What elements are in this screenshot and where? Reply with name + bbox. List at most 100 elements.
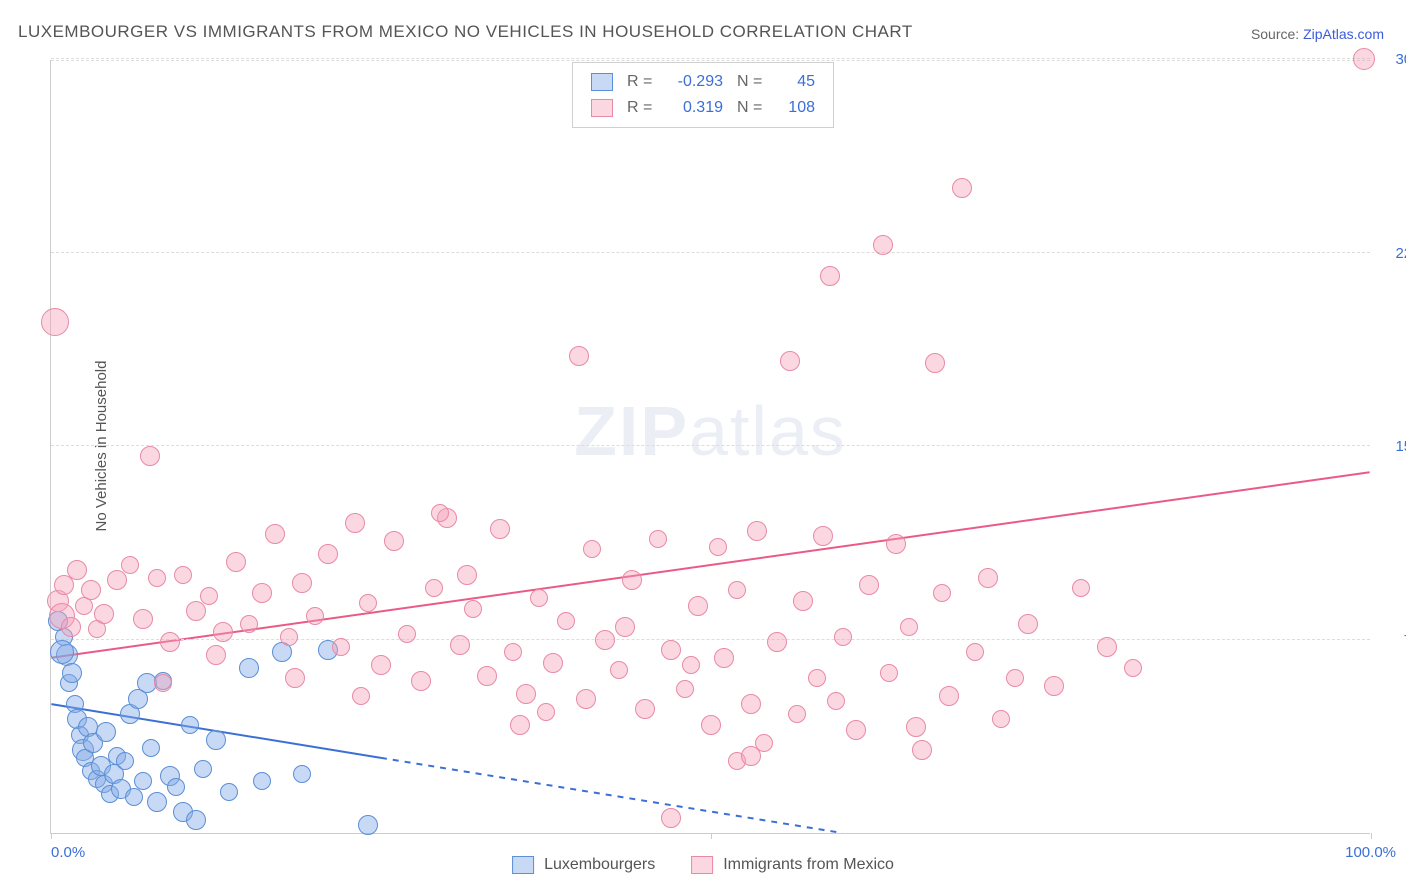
scatter-point	[504, 643, 522, 661]
r-label: R =	[627, 99, 653, 117]
series-swatch	[591, 73, 613, 91]
scatter-point	[306, 607, 324, 625]
scatter-point	[992, 710, 1010, 728]
scatter-point	[615, 617, 635, 637]
scatter-point	[116, 752, 134, 770]
scatter-point	[767, 632, 787, 652]
scatter-point	[622, 570, 642, 590]
y-tick-label: 30.0%	[1378, 51, 1406, 68]
scatter-point	[906, 717, 926, 737]
scatter-point	[154, 674, 172, 692]
stats-row: R = -0.293 N = 45	[591, 69, 815, 95]
gridline	[51, 639, 1370, 640]
scatter-point	[450, 635, 470, 655]
legend-item: Immigrants from Mexico	[691, 856, 894, 874]
scatter-point	[318, 544, 338, 564]
scatter-point	[728, 581, 746, 599]
scatter-point	[583, 540, 601, 558]
scatter-point	[147, 792, 167, 812]
scatter-point	[1018, 614, 1038, 634]
scatter-point	[398, 625, 416, 643]
scatter-point	[569, 346, 589, 366]
scatter-point	[661, 808, 681, 828]
chart-title: LUXEMBOURGER VS IMMIGRANTS FROM MEXICO N…	[18, 22, 913, 42]
x-tick-label: 0.0%	[51, 844, 85, 861]
scatter-point	[859, 575, 879, 595]
gridline	[51, 445, 1370, 446]
y-tick-label: 7.5%	[1378, 632, 1406, 649]
scatter-point	[240, 615, 258, 633]
scatter-point	[788, 705, 806, 723]
legend-swatch	[512, 856, 534, 874]
scatter-point	[886, 534, 906, 554]
scatter-point	[252, 583, 272, 603]
scatter-point	[676, 680, 694, 698]
scatter-point	[933, 584, 951, 602]
scatter-point	[635, 699, 655, 719]
gridline	[51, 58, 1370, 59]
y-tick-label: 15.0%	[1378, 438, 1406, 455]
legend-label: Immigrants from Mexico	[723, 856, 894, 874]
scatter-point	[50, 640, 74, 664]
correlation-stats-box: R = -0.293 N = 45 R = 0.319 N = 108	[572, 62, 834, 128]
n-value: 108	[777, 99, 815, 117]
watermark: ZIPatlas	[574, 391, 847, 471]
scatter-point	[912, 740, 932, 760]
scatter-point	[352, 687, 370, 705]
scatter-point	[457, 565, 477, 585]
n-label: N =	[737, 99, 763, 117]
scatter-point	[900, 618, 918, 636]
x-tick	[711, 833, 712, 839]
r-value: -0.293	[667, 73, 723, 91]
scatter-point	[516, 684, 536, 704]
gridline	[51, 252, 1370, 253]
scatter-point	[206, 645, 226, 665]
scatter-point	[510, 715, 530, 735]
scatter-point	[253, 772, 271, 790]
scatter-point	[709, 538, 727, 556]
scatter-point	[1044, 676, 1064, 696]
scatter-point	[358, 815, 378, 835]
source-prefix: Source:	[1251, 26, 1303, 42]
n-value: 45	[777, 73, 815, 91]
scatter-point	[880, 664, 898, 682]
scatter-point	[952, 178, 972, 198]
scatter-point	[226, 552, 246, 572]
scatter-point	[220, 783, 238, 801]
r-label: R =	[627, 73, 653, 91]
scatter-point	[62, 663, 82, 683]
scatter-point	[1006, 669, 1024, 687]
scatter-point	[125, 788, 143, 806]
scatter-point	[148, 569, 166, 587]
scatter-point	[107, 570, 127, 590]
scatter-point	[41, 308, 69, 336]
scatter-point	[293, 765, 311, 783]
scatter-point	[682, 656, 700, 674]
scatter-point	[186, 810, 206, 830]
scatter-point	[846, 720, 866, 740]
scatter-point	[490, 519, 510, 539]
scatter-point	[661, 640, 681, 660]
gridline	[51, 60, 1370, 61]
scatter-point	[359, 594, 377, 612]
scatter-point	[371, 655, 391, 675]
scatter-point	[280, 628, 298, 646]
scatter-point	[239, 658, 259, 678]
scatter-point	[142, 739, 160, 757]
scatter-point	[978, 568, 998, 588]
scatter-point	[67, 560, 87, 580]
scatter-point	[61, 617, 81, 637]
bottom-legend: Luxembourgers Immigrants from Mexico	[512, 856, 894, 874]
source-attribution: Source: ZipAtlas.com	[1251, 26, 1384, 42]
scatter-point	[200, 587, 218, 605]
scatter-point	[1353, 48, 1375, 70]
scatter-point	[1124, 659, 1142, 677]
source-link[interactable]: ZipAtlas.com	[1303, 26, 1384, 42]
scatter-point	[81, 580, 101, 600]
scatter-point	[780, 351, 800, 371]
scatter-point	[213, 622, 233, 642]
scatter-point	[873, 235, 893, 255]
scatter-point	[140, 446, 160, 466]
scatter-point	[160, 632, 180, 652]
scatter-point	[181, 716, 199, 734]
